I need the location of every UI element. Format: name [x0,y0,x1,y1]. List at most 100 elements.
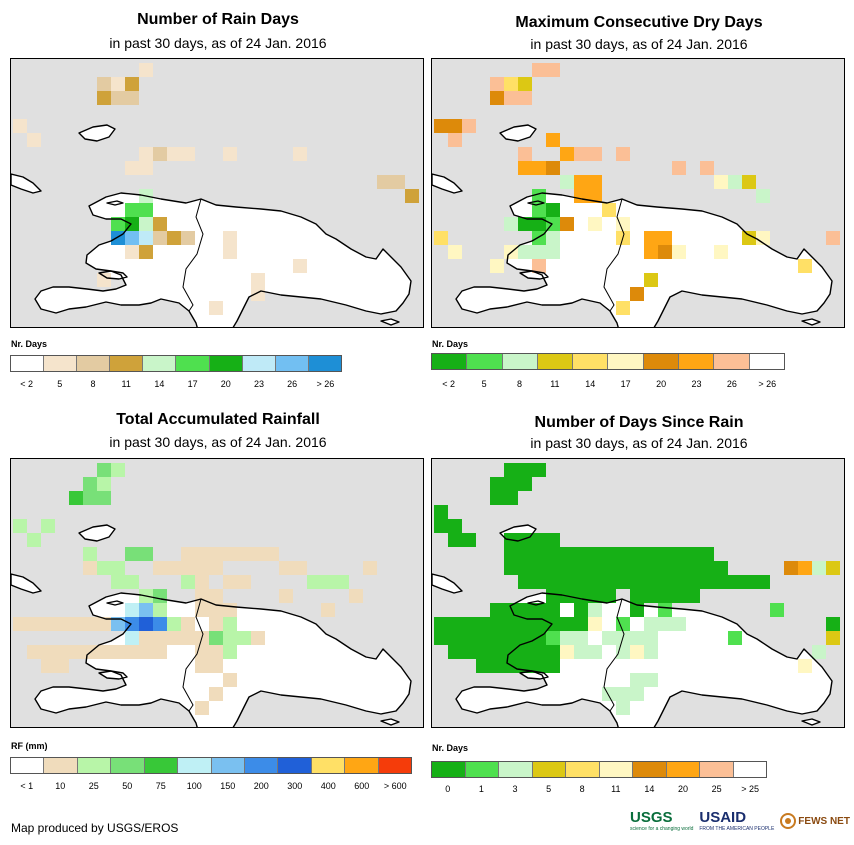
grid-cell [167,617,181,631]
grid-cell [153,589,167,603]
grid-cell [588,175,602,189]
legend-swatch [278,758,312,773]
grid-cell [195,701,209,715]
grid-cell [546,547,560,561]
grid-cell [644,617,658,631]
grid-cell [153,217,167,231]
grid-cell [476,645,490,659]
grid-cell [125,575,139,589]
grid-cell [574,575,588,589]
grid-cell [518,161,532,175]
grid-cell [167,631,181,645]
grid-cell [153,631,167,645]
accumulated-rainfall-map [10,458,424,728]
legend-label: 400 [320,781,336,791]
legend-label: 25 [88,781,99,791]
grid-cell [616,561,630,575]
grid-cell [265,547,279,561]
grid-cell [630,547,644,561]
grid-cell [602,589,616,603]
grid-cell [251,547,265,561]
legend-label: 150 [220,781,236,791]
grid-cell [574,603,588,617]
legend-swatch [608,354,644,369]
grid-cell [448,645,462,659]
grid-cell [97,273,111,287]
legend-swatch [467,354,503,369]
grid-cell [588,575,602,589]
grid-cell [139,63,153,77]
legend-swatch [499,762,533,777]
grid-cell [672,617,686,631]
grid-cell [448,617,462,631]
grid-cell [812,645,826,659]
national-border [182,198,204,312]
hispaniola-coastline [34,592,412,727]
grid-cell [209,645,223,659]
legend-label: 20 [220,379,231,389]
legend-swatch [643,354,680,369]
legend-swatch [44,758,78,773]
grid-cell [448,119,462,133]
grid-cell [321,575,335,589]
grid-cell [560,217,574,231]
grid-cell [97,463,111,477]
grid-cell [532,561,546,575]
grid-cell [616,575,630,589]
grid-cell [560,561,574,575]
grid-cell [644,645,658,659]
grid-cell [251,273,265,287]
grid-cell [644,673,658,687]
grid-cell [223,245,237,259]
grid-cell [139,631,153,645]
grid-cell [574,547,588,561]
grid-cell [532,533,546,547]
grid-cell [41,519,55,533]
accumulated-rainfall-title: Total Accumulated Rainfall [116,411,320,428]
grid-cell [41,617,55,631]
grid-cell [672,245,686,259]
grid-cell [616,301,630,315]
grid-cell [532,161,546,175]
grid-cell [574,175,588,189]
grid-cell [546,533,560,547]
grid-cell [588,589,602,603]
grid-cell [714,575,728,589]
grid-cell [111,645,125,659]
grid-cell [139,147,153,161]
grid-cell [181,547,195,561]
grid-cell [518,217,532,231]
legend-label: 8 [579,784,585,794]
days-since-rain-subtitle: in past 30 days, as of 24 Jan. 2016 [530,435,748,451]
rain-days-map [10,58,424,328]
grid-cell [532,547,546,561]
legend-label: 50 [122,781,133,791]
grid-cell [13,519,27,533]
legend-label: 11 [611,784,621,794]
grid-cell [658,603,672,617]
rain-days-panel: Number of Rain Days in past 30 days, as … [8,0,428,400]
legend-label: > 26 [316,379,335,389]
grid-cell [27,133,41,147]
grid-cell [714,245,728,259]
grid-cell [574,561,588,575]
usgs-logo: USGS science for a changing world [630,810,693,833]
grid-cell [195,561,209,575]
grid-cell [293,147,307,161]
grid-cell [644,231,658,245]
grid-cell [518,463,532,477]
grid-cell [55,617,69,631]
grid-cell [560,547,574,561]
grid-cell [111,575,125,589]
legend-label: > 25 [741,784,760,794]
grid-cell [251,287,265,301]
legend-label: 17 [187,379,198,389]
grid-cell [293,561,307,575]
legend-label: 0 [445,784,451,794]
grid-cell [532,575,546,589]
island-coastline [801,718,821,726]
grid-cell [686,575,700,589]
grid-cell [125,603,139,617]
grid-cell [167,231,181,245]
grid-cell [434,505,448,519]
